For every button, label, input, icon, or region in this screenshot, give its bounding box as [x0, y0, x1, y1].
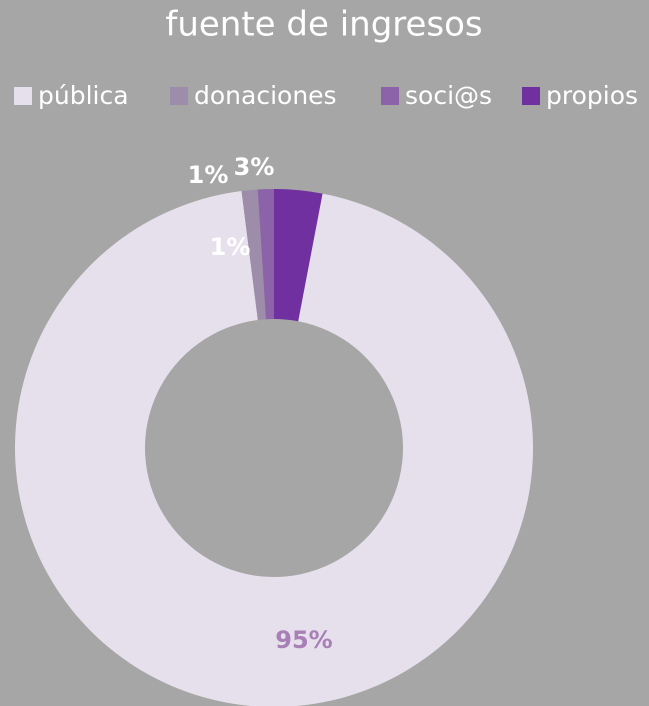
- legend-swatch: [381, 87, 399, 105]
- data-label: 3%: [234, 153, 275, 181]
- donut-slice: [274, 189, 323, 322]
- legend-label: pública: [38, 81, 129, 110]
- data-label: 95%: [275, 626, 332, 654]
- data-label: 1%: [188, 161, 229, 189]
- donut-slice: [15, 191, 533, 706]
- legend-swatch: [170, 87, 188, 105]
- legend-label: soci@s: [405, 81, 492, 110]
- legend-swatch: [14, 87, 32, 105]
- legend-label: propios: [546, 81, 638, 110]
- chart-title: fuente de ingresos: [165, 5, 482, 45]
- data-label: 1%: [210, 233, 251, 261]
- legend-label: donaciones: [194, 81, 337, 110]
- legend-swatch: [522, 87, 540, 105]
- donut-slice: [241, 189, 266, 321]
- donut-slice: [257, 189, 274, 320]
